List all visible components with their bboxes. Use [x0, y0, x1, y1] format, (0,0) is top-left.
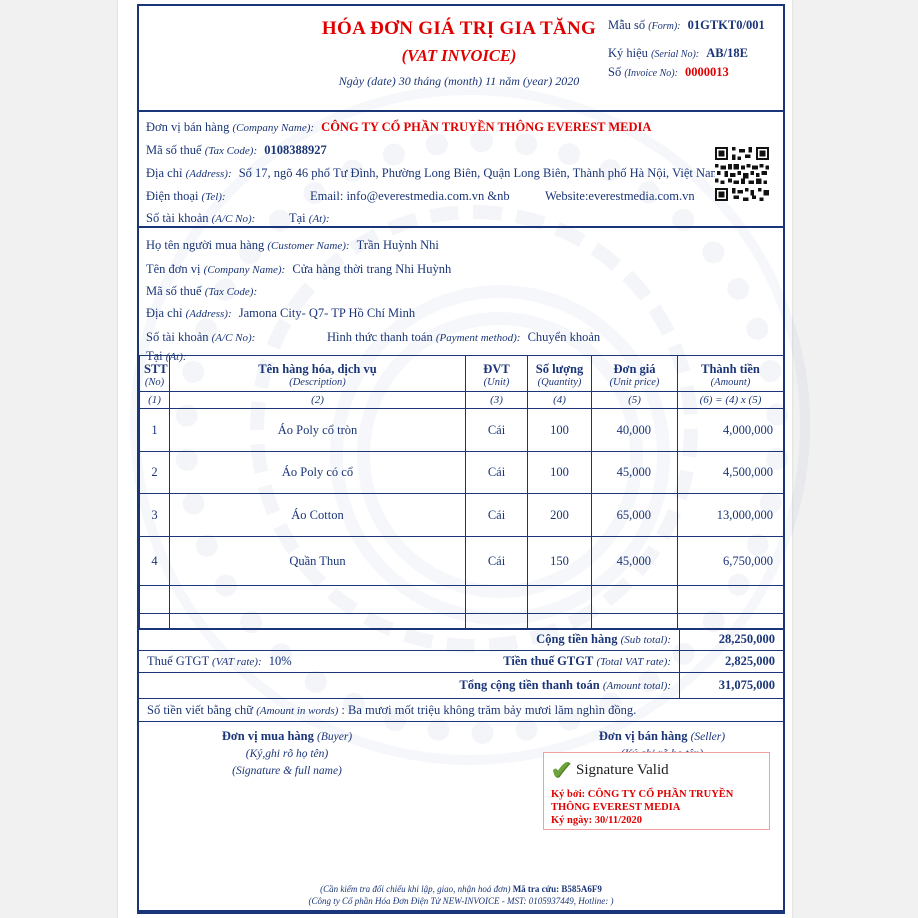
item-row-1: 1 Áo Poly cổ tròn Cái 100 40,000 4,000,0…: [139, 408, 784, 452]
signature-valid-text: Signature Valid: [576, 762, 669, 778]
column-index-row: (1) (2) (3) (4) (5) (6) = (4) x (5): [139, 391, 784, 409]
invoice-subtitle: (VAT INVOICE): [401, 46, 517, 65]
buyer-company-name: Cửa hàng thời trang Nhi Huỳnh: [292, 262, 452, 276]
item-row-3: 3 Áo Cotton Cái 200 65,000 13,000,000: [139, 493, 784, 537]
seller-taxcode-line: Mã số thuế (Tax Code): 0108388927: [146, 143, 327, 157]
form-number-line: Mẫu số (Form): 01GTKT0/001: [608, 18, 765, 32]
col-amount: Thành tiền (Amount): [677, 355, 784, 392]
buyer-company-line: Tên đơn vị (Company Name): Cửa hàng thời…: [146, 262, 452, 276]
table-header-row: STT (No) Tên hàng hóa, dịch vụ (Descriptio…: [139, 355, 784, 392]
seller-website: Website:everestmedia.com.vn: [545, 189, 695, 203]
subtotal-row: Cộng tiền hàng (Sub total): 28,250,000: [139, 628, 783, 650]
col-unit: ĐVT (Unit): [465, 355, 528, 392]
seller-contact-line: Điện thoại (Tel): Email: info@everestmed…: [146, 189, 695, 203]
footer-line-1: (Cần kiểm tra đối chiếu khi lập, giao, n…: [320, 884, 602, 894]
buyer-customer-line: Họ tên người mua hàng (Customer Name): T…: [146, 238, 439, 252]
grand-total-value: 31,075,000: [679, 673, 783, 698]
seller-taxcode-value: 0108388927: [264, 143, 327, 157]
buyer-account-line: Số tài khoản (A/C No): Hình thức thanh t…: [146, 330, 601, 344]
items-table: STT (No) Tên hàng hóa, dịch vụ (Descriptio…: [139, 355, 784, 630]
seller-email: Email: info@everestmedia.com.vn &nb: [310, 189, 510, 203]
subtotal-value: 28,250,000: [679, 629, 783, 650]
stamp-signer: Ký bởi: CÔNG TY CỔ PHẦN TRUYỀN THÔNG EVE…: [551, 789, 734, 813]
stamp-sign-date: Ký ngày: 30/11/2020: [551, 815, 643, 826]
qr-code-icon: [715, 147, 769, 201]
invoice-number-line: Số (Invoice No): 0000013: [608, 65, 729, 79]
item-row-4: 4 Quần Thun Cái 150 45,000 6,750,000: [139, 536, 784, 586]
invoice-meta-block: Mẫu số (Form): 01GTKT0/001 Ký hiệu (Seri…: [608, 18, 784, 84]
vat-rate: Thuế GTGT (VAT rate): 10%: [147, 654, 292, 668]
vat-amount-value: 2,825,000: [679, 651, 783, 672]
invoice-title: HÓA ĐƠN GIÁ TRỊ GIA TĂNG: [321, 18, 597, 39]
empty-row-1: [139, 585, 784, 614]
seller-company-name: CÔNG TY CỔ PHẦN TRUYỀN THÔNG EVEREST MED…: [321, 120, 652, 134]
invoice-header: HÓA ĐƠN GIÁ TRỊ GIA TĂNG (VAT INVOICE) N…: [139, 6, 783, 112]
buyer-customer-name: Trần Huỳnh Nhi: [356, 238, 439, 252]
lookup-code: Mã tra cứu: B585A6F9: [510, 884, 602, 894]
amount-in-words-value: : Ba mươi mốt triệu không trăm bảy mươi …: [341, 703, 637, 717]
buyer-signature-block: Đơn vị mua hàng (Buyer) (Ký,ghi rõ họ tê…: [221, 729, 353, 777]
invoice-number-value: 0000013: [685, 65, 729, 79]
buyer-taxcode-line: Mã số thuế (Tax Code):: [146, 284, 258, 298]
seller-company-line: Đơn vị bán hàng (Company Name): CÔNG TY …: [146, 120, 652, 134]
vat-row: Thuế GTGT (VAT rate): 10% Tiền thuế GTGT…: [139, 650, 783, 672]
digital-signature-stamp: ✔ Signature Valid Ký bởi: CÔNG TY CỔ PHẦ…: [543, 752, 770, 830]
item-row-2: 2 Áo Poly có cổ Cái 100 45,000 4,500,000: [139, 451, 784, 494]
col-quantity: Số lượng (Quantity): [527, 355, 592, 392]
invoice-title-block: HÓA ĐƠN GIÁ TRỊ GIA TĂNG (VAT INVOICE) N…: [259, 18, 659, 89]
seller-address-line: Địa chỉ (Address): Số 17, ngõ 46 phố Tư …: [146, 166, 721, 180]
serial-number-line: Ký hiệu (Serial No): AB/18E: [608, 46, 748, 60]
col-no: STT (No): [139, 355, 170, 392]
buyer-section: Họ tên người mua hàng (Customer Name): T…: [139, 228, 783, 363]
grand-total-row: Tổng cộng tiền thanh toán (Amount total)…: [139, 672, 783, 698]
signature-valid-check-icon: ✔: [550, 755, 573, 785]
invoice-border-box: HÓA ĐƠN GIÁ TRỊ GIA TĂNG (VAT INVOICE) N…: [137, 4, 785, 914]
seller-section: Đơn vị bán hàng (Company Name): CÔNG TY …: [139, 112, 783, 228]
empty-row-2: [139, 613, 784, 630]
col-description: Tên hàng hóa, dịch vụ (Description): [169, 355, 466, 392]
col-unit-price: Đơn giá (Unit price): [591, 355, 678, 392]
payment-method: Hình thức thanh toán (Payment method): C…: [327, 330, 601, 344]
invoice-date-line: Ngày (date) 30 tháng (month) 11 năm (yea…: [338, 74, 580, 88]
seller-account-line: Số tài khoản (A/C No): Tại (At):: [146, 211, 330, 225]
amount-in-words-row: Số tiền viết bằng chữ (Amount in words) …: [139, 698, 783, 722]
footer-line-2: (Công ty Cổ phần Hóa Đơn Điện Tử NEW-INV…: [308, 896, 614, 906]
buyer-address-line: Địa chỉ (Address): Jamona City- Q7- TP H…: [146, 306, 416, 320]
